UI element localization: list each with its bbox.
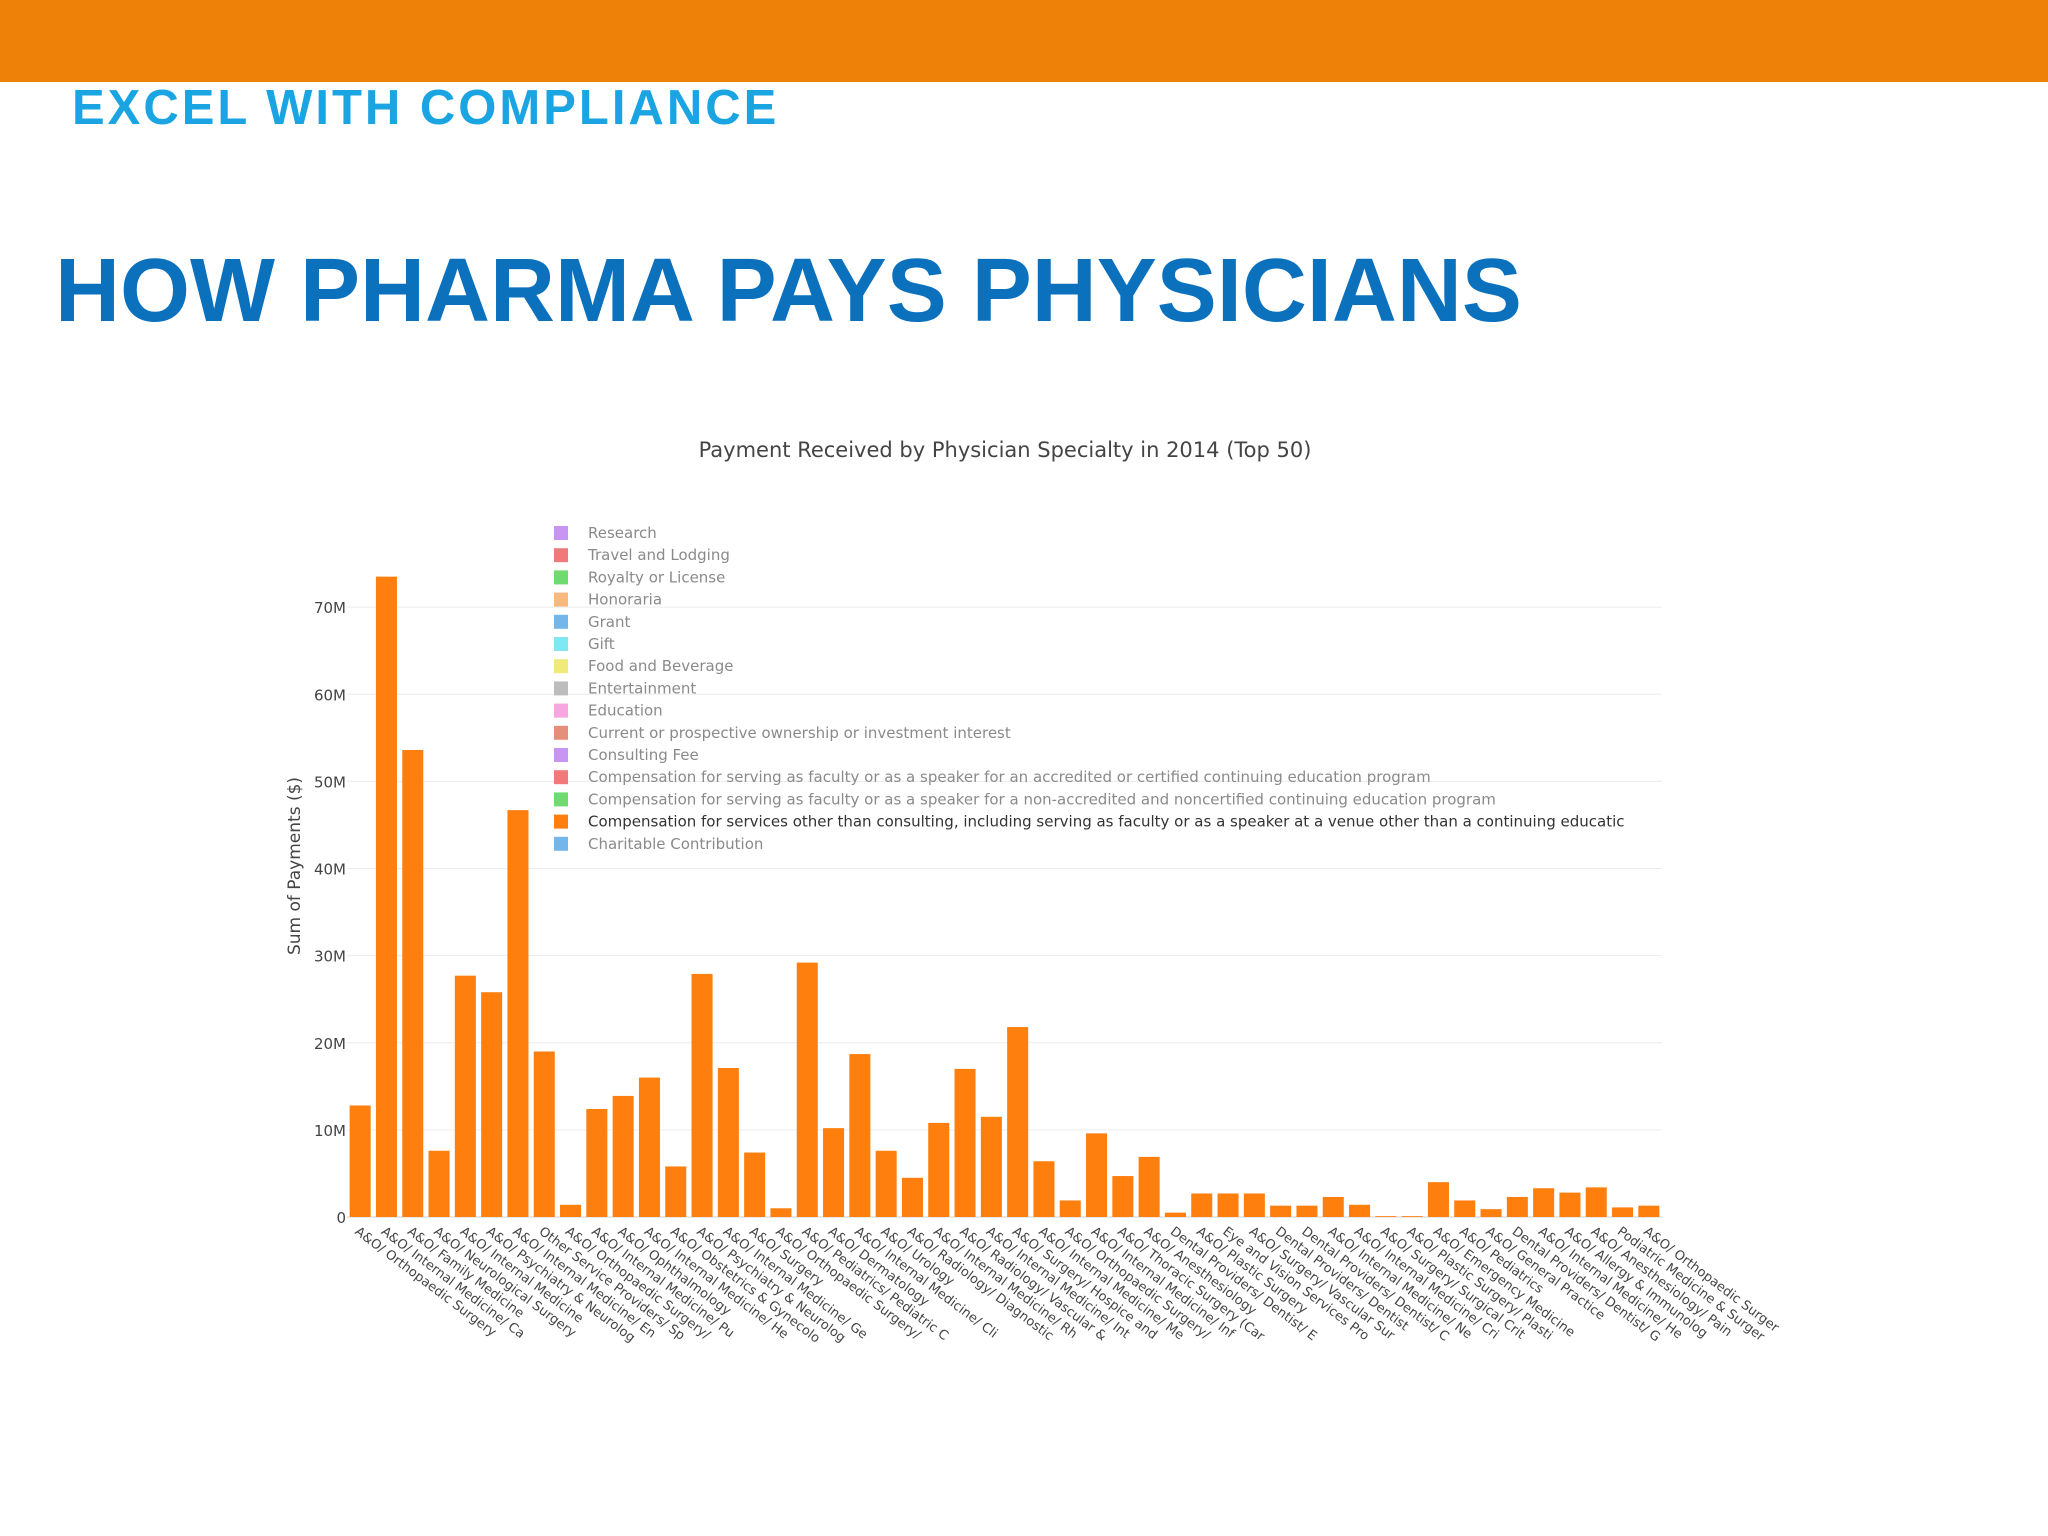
bar <box>1191 1193 1213 1217</box>
legend: Research Travel and Lodging Royalty or Lic… <box>554 524 1625 853</box>
bar <box>1375 1216 1397 1217</box>
legend-item-label: Consulting Fee <box>588 746 699 764</box>
bar <box>980 1116 1002 1217</box>
legend-item-label: Education <box>588 702 663 720</box>
bar <box>901 1177 923 1217</box>
y-tick-label: 20M <box>314 1035 346 1053</box>
legend-item-label: Gift <box>588 635 615 653</box>
bar <box>1480 1209 1502 1217</box>
bar <box>481 992 503 1217</box>
bar <box>1427 1182 1449 1217</box>
bar <box>1243 1193 1265 1217</box>
y-tick-label: 10M <box>314 1122 346 1140</box>
legend-item-label: Entertainment <box>588 679 696 697</box>
legend-swatch <box>554 570 568 585</box>
bar <box>770 1208 792 1217</box>
bar <box>823 1128 845 1217</box>
bar <box>717 1068 739 1217</box>
y-tick-label: 0 <box>336 1209 346 1227</box>
slide-kicker: EXCEL WITH COMPLIANCE <box>72 81 780 135</box>
y-axis-ticks: 0 10M 20M 30M 40M 50M 60M 70M <box>314 599 346 1227</box>
legend-swatch <box>554 526 568 540</box>
legend-swatch <box>554 725 568 740</box>
bar <box>1164 1212 1186 1217</box>
bar <box>1585 1187 1607 1217</box>
bar <box>1033 1161 1055 1217</box>
bar <box>1217 1193 1239 1217</box>
legend-swatch <box>554 748 568 762</box>
bar <box>1059 1200 1081 1217</box>
bar <box>954 1068 976 1217</box>
y-tick-label: 40M <box>314 861 346 879</box>
legend-item-label: Compensation for services other than con… <box>588 813 1625 831</box>
y-tick-label: 50M <box>314 773 346 791</box>
legend-item-label: Compensation for serving as faculty or a… <box>588 790 1496 808</box>
bar <box>1401 1216 1423 1217</box>
slide-title: HOW PHARMA PAYS PHYSICIANS <box>55 241 1522 341</box>
legend-item-label: Charitable Contribution <box>588 835 763 853</box>
bar <box>375 576 397 1217</box>
bar <box>1612 1207 1634 1217</box>
legend-item-label: Compensation for serving as faculty or a… <box>588 768 1431 786</box>
legend-item-label: Royalty or License <box>588 568 725 586</box>
legend-swatch <box>554 681 568 696</box>
legend-swatch <box>554 548 568 563</box>
bar <box>454 975 476 1217</box>
bar <box>744 1152 766 1217</box>
bar <box>560 1204 582 1217</box>
bar <box>928 1122 950 1217</box>
legend-swatch <box>554 814 568 829</box>
bar <box>507 810 529 1217</box>
legend-swatch <box>554 703 568 718</box>
legend-item-label: Grant <box>588 613 630 631</box>
legend-swatch <box>554 659 568 674</box>
chart-title: Payment Received by Physician Specialty … <box>699 438 1312 462</box>
bars <box>349 576 1660 1217</box>
bar <box>1454 1200 1476 1217</box>
top-accent-bar <box>0 0 2048 82</box>
y-tick-label: 70M <box>314 599 346 617</box>
bar <box>612 1095 634 1217</box>
bar <box>638 1077 660 1217</box>
bar <box>1007 1027 1029 1217</box>
bar <box>1138 1156 1160 1217</box>
legend-swatch <box>554 592 568 607</box>
legend-item-label: Food and Beverage <box>588 657 733 675</box>
bar <box>1533 1188 1555 1217</box>
legend-item-label: Travel and Lodging <box>587 546 730 564</box>
legend-swatch <box>554 637 568 651</box>
bar <box>665 1166 687 1217</box>
y-tick-label: 30M <box>314 948 346 966</box>
y-axis-label: Sum of Payments ($) <box>285 777 305 955</box>
y-tick-label: 60M <box>314 686 346 704</box>
bar <box>586 1108 608 1217</box>
bar <box>1112 1176 1134 1217</box>
bar <box>349 1105 371 1217</box>
bar <box>1322 1196 1344 1217</box>
bar <box>1296 1205 1318 1217</box>
bar <box>533 1051 555 1217</box>
legend-swatch <box>554 614 568 629</box>
bar <box>1086 1133 1108 1217</box>
bar <box>691 973 713 1217</box>
bar <box>1506 1196 1528 1217</box>
bar <box>402 750 424 1217</box>
bar <box>1638 1205 1660 1217</box>
legend-item-label: Research <box>588 524 657 542</box>
bar <box>796 962 818 1217</box>
bar <box>849 1054 871 1217</box>
bar <box>1270 1205 1292 1217</box>
bar <box>875 1150 897 1217</box>
legend-swatch <box>554 836 568 851</box>
legend-swatch <box>554 770 568 785</box>
legend-item-label: Current or prospective ownership or inve… <box>588 724 1011 742</box>
bar <box>1349 1204 1371 1217</box>
legend-item-label: Honoraria <box>588 591 662 609</box>
legend-swatch <box>554 792 568 807</box>
bar <box>1559 1192 1581 1217</box>
bar <box>428 1150 450 1217</box>
